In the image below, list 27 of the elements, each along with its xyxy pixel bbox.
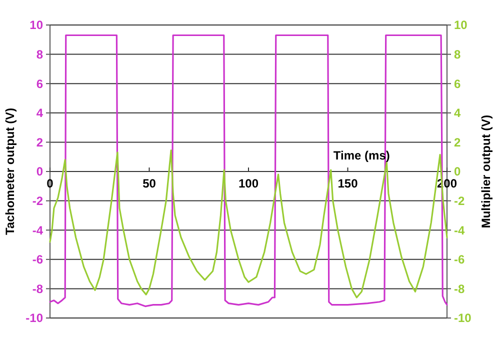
y2-tick-label: -8 [454, 282, 465, 296]
y-tick-label: 2 [36, 135, 44, 150]
y2-tick-label: -6 [454, 252, 465, 267]
y2-tick-label: 10 [454, 18, 468, 32]
y-tick-label: -4 [32, 223, 44, 238]
y-tick-label: 10 [30, 18, 44, 32]
y-tick-label: 8 [36, 48, 44, 62]
y2-tick-label: 6 [454, 76, 461, 91]
y2-tick-label: -10 [454, 311, 472, 326]
y-tick-label: -10 [26, 311, 44, 326]
y-tick-label: -8 [32, 282, 44, 296]
y-tick-label: 4 [36, 106, 44, 120]
y-axis-title: Tachometer output (V) [3, 108, 17, 236]
y2-tick-label: 0 [454, 164, 461, 179]
y2-tick-label: 4 [454, 106, 461, 120]
y-tick-label: 0 [36, 164, 44, 179]
y-tick-label: -6 [32, 252, 44, 267]
x-tick-label: 100 [238, 176, 259, 190]
y-tick-label: -2 [32, 194, 44, 208]
y2-tick-label: 2 [454, 135, 461, 150]
x-tick-label: 50 [142, 176, 156, 190]
y-tick-label: 6 [36, 76, 44, 91]
y2-axis-title: Multiplier output (V) [479, 114, 493, 228]
y2-tick-label: -2 [454, 194, 465, 208]
y2-tick-label: 8 [454, 48, 461, 62]
x-tick-label: 150 [338, 176, 358, 190]
y2-tick-label: -4 [454, 223, 465, 238]
